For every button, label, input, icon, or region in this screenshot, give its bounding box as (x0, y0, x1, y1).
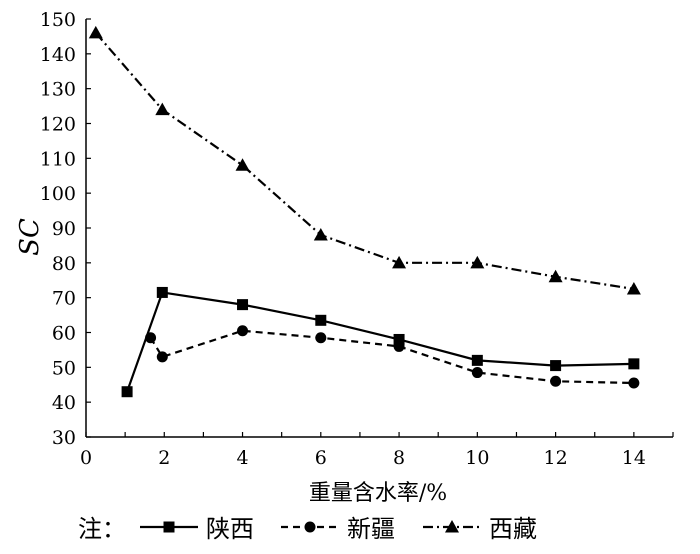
y-tick-label: 120 (40, 114, 76, 136)
series-layer (88, 25, 641, 398)
data-point (121, 386, 133, 398)
x-tick-label: 10 (465, 447, 489, 469)
legend-prefix: 注： (78, 515, 126, 543)
series-2 (88, 25, 641, 295)
axes (85, 19, 673, 438)
data-point (626, 281, 641, 295)
series-line (126, 291, 634, 393)
x-tick-label: 6 (315, 447, 327, 469)
data-point (628, 358, 640, 370)
data-point (470, 255, 485, 269)
data-point (156, 351, 168, 363)
series-line (149, 329, 634, 385)
data-point (315, 332, 327, 344)
data-point (88, 25, 103, 39)
legend: 注： 陕西 新疆 西藏 (78, 515, 537, 543)
data-point (628, 377, 640, 389)
data-point (155, 102, 170, 116)
series-line (94, 32, 635, 291)
x-axis-title: 重量含水率/% (309, 481, 447, 506)
x-tick-label: 4 (236, 447, 248, 469)
y-tick-label: 30 (52, 427, 76, 449)
data-point (145, 332, 157, 344)
y-axis-title: SC (15, 218, 45, 256)
series-1 (145, 325, 640, 389)
data-point (235, 158, 250, 171)
y-tick-label: 40 (52, 392, 76, 414)
data-point (156, 286, 168, 298)
legend-label: 陕西 (206, 515, 254, 543)
y-tick-label: 140 (40, 44, 76, 66)
legend-marker (163, 521, 175, 533)
y-tick-label: 90 (52, 218, 76, 240)
legend-label: 西藏 (489, 515, 537, 543)
data-point (315, 314, 327, 326)
legend-marker (304, 521, 316, 533)
data-point (392, 255, 407, 269)
series-0 (121, 286, 640, 398)
y-tick-label: 60 (52, 323, 76, 345)
data-point (471, 367, 483, 379)
y-tick-label: 80 (52, 253, 76, 275)
legend-item: 西藏 (423, 515, 537, 543)
y-tick-label: 50 (52, 357, 76, 379)
y-tick-label: 150 (40, 9, 76, 31)
data-point (550, 375, 562, 387)
legend-item: 新疆 (281, 515, 395, 543)
data-point (237, 325, 249, 337)
x-tick-label: 0 (80, 447, 92, 469)
data-point (548, 269, 563, 283)
legend-label: 新疆 (347, 515, 395, 543)
x-tick-label: 12 (544, 447, 568, 469)
y-tick-label: 110 (40, 148, 76, 170)
y-tick-label: 130 (40, 79, 76, 101)
data-point (471, 354, 483, 366)
x-tick-label: 8 (393, 447, 405, 469)
x-tick-label: 14 (622, 447, 646, 469)
data-point (313, 227, 328, 241)
legend-marker (445, 520, 459, 533)
data-point (393, 340, 405, 352)
x-tick-label: 2 (158, 447, 170, 469)
y-tick-label: 100 (40, 183, 76, 205)
y-tick-label: 70 (52, 288, 76, 310)
legend-item: 陕西 (140, 515, 254, 543)
tick-marks: 0 2 4 6 8 10 12 14 30 40 50 60 70 80 90 100 110 120 130 140… (40, 9, 674, 469)
data-point (550, 360, 562, 372)
data-point (393, 333, 405, 345)
data-point (237, 299, 249, 311)
